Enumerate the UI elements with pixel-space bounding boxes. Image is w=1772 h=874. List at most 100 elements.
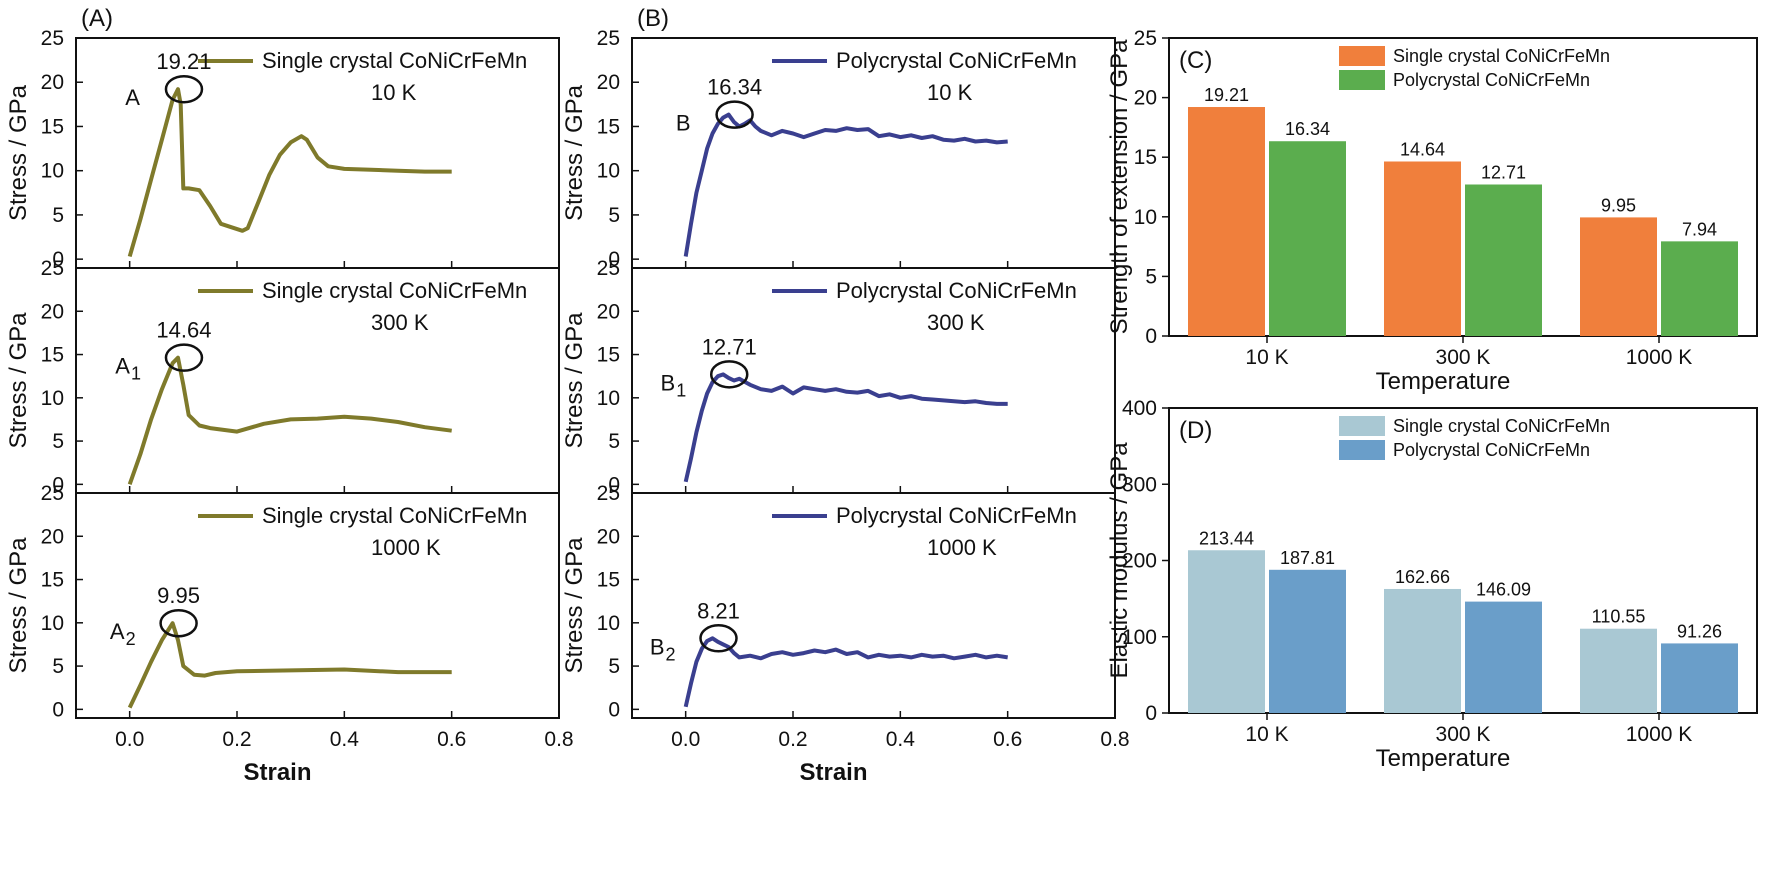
bar xyxy=(1269,141,1346,336)
y-axis-title: Stress / GPa xyxy=(561,537,588,674)
y-tick-label: 25 xyxy=(41,482,64,505)
legend-swatch xyxy=(1339,416,1385,436)
bar xyxy=(1384,161,1461,336)
plot-frame xyxy=(75,492,560,719)
bar-value-label: 91.26 xyxy=(1677,621,1722,641)
x-tick-label: 0.2 xyxy=(222,728,251,751)
bar-value-label: 9.95 xyxy=(1601,195,1636,215)
x-axis-title: Temperature xyxy=(1376,745,1511,772)
x-tick-label: 1000 K xyxy=(1626,723,1693,746)
legend-label: Single crystal CoNiCrFeMn xyxy=(1393,46,1610,66)
series-line xyxy=(127,87,452,258)
series-line xyxy=(127,621,452,709)
y-tick-label: 10 xyxy=(41,387,64,410)
y-tick-label: 0 xyxy=(608,698,620,721)
bar xyxy=(1580,628,1657,713)
x-tick-label: 0.6 xyxy=(437,728,466,751)
panel-a-10k: 0 5 10 15 20 25 Stress / GPa Single crystal CoN… xyxy=(5,5,560,271)
y-tick-label: 200 xyxy=(1122,550,1157,573)
peak-value: 12.71 xyxy=(702,334,757,359)
legend-swatch xyxy=(1339,46,1385,66)
x-tick-label: 0.6 xyxy=(993,728,1022,751)
point-subscript: 1 xyxy=(676,380,686,400)
bar-value-label: 7.94 xyxy=(1682,219,1717,239)
y-axis-title: Stress / GPa xyxy=(5,84,32,221)
x-tick-label: 0.8 xyxy=(1100,728,1129,751)
x-tick-label: 300 K xyxy=(1436,346,1491,369)
condition-label: 1000 K xyxy=(927,535,997,560)
point-label: B xyxy=(676,111,691,136)
bar xyxy=(1188,107,1265,336)
bar-value-label: 19.21 xyxy=(1204,85,1249,105)
panel-a-1000k: 0 5 10 15 20 25 0.0 0.2 0.4 0.6 0.8 Stress / GPa Str… xyxy=(5,482,574,786)
legend-label: Single crystal CoNiCrFeMn xyxy=(262,48,527,73)
y-tick-label: 10 xyxy=(597,160,620,183)
y-tick-label: 5 xyxy=(52,204,64,227)
bar xyxy=(1661,643,1738,713)
y-tick-label: 25 xyxy=(597,27,620,50)
y-tick-label: 20 xyxy=(597,300,620,323)
y-tick-label: 20 xyxy=(1134,87,1157,110)
point-label: B xyxy=(650,634,665,659)
y-tick-label: 15 xyxy=(597,115,620,138)
point-subscript: 2 xyxy=(126,629,136,649)
panel-label: (A) xyxy=(81,5,113,32)
y-tick-label: 0 xyxy=(1145,702,1157,725)
x-tick-label: 0.4 xyxy=(330,728,360,751)
bar-value-label: 146.09 xyxy=(1476,580,1531,600)
series-line xyxy=(683,372,1008,483)
peak-circle xyxy=(164,74,204,104)
condition-label: 300 K xyxy=(927,310,985,335)
condition-label: 10 K xyxy=(927,80,973,105)
bar-value-label: 110.55 xyxy=(1592,607,1646,627)
y-tick-label: 10 xyxy=(597,387,620,410)
point-label: B xyxy=(661,370,676,395)
series-line xyxy=(683,636,1009,708)
panel-d: 0 100 200 300 400 10 K 213.44 187.81 300 K 162.66… xyxy=(1106,397,1758,772)
y-axis-title: Elastic modulus / GPa xyxy=(1106,442,1133,679)
series-line xyxy=(127,355,452,485)
bar xyxy=(1580,217,1657,336)
y-axis-title: Strength of extension / GPa xyxy=(1106,39,1133,334)
bar-value-label: 14.64 xyxy=(1400,139,1445,159)
point-subscript: 2 xyxy=(666,644,676,664)
plot-frame xyxy=(631,492,1116,719)
y-tick-label: 0 xyxy=(52,473,64,496)
panel-a-300k: 0 5 10 15 20 25 Stress / GPa Single crystal CoN… xyxy=(5,257,560,496)
y-tick-label: 5 xyxy=(52,430,64,453)
y-tick-label: 25 xyxy=(597,482,620,505)
y-tick-label: 0 xyxy=(608,473,620,496)
y-tick-label: 25 xyxy=(1134,27,1157,50)
panel-label: (D) xyxy=(1179,417,1212,444)
peak-value: 9.95 xyxy=(157,583,200,608)
x-tick-label: 0.4 xyxy=(886,728,916,751)
legend-label: Single crystal CoNiCrFeMn xyxy=(262,278,527,303)
y-tick-label: 15 xyxy=(41,344,64,367)
x-tick-label: 10 K xyxy=(1245,346,1288,369)
bar xyxy=(1269,569,1346,713)
legend-label: Polycrystal CoNiCrFeMn xyxy=(836,278,1077,303)
legend-label: Polycrystal CoNiCrFeMn xyxy=(836,503,1077,528)
legend-label: Polycrystal CoNiCrFeMn xyxy=(836,48,1077,73)
legend-label: Single crystal CoNiCrFeMn xyxy=(1393,416,1610,436)
y-tick-label: 100 xyxy=(1122,626,1157,649)
bar xyxy=(1465,601,1542,713)
y-tick-label: 0 xyxy=(608,248,620,271)
peak-circle xyxy=(709,360,749,389)
legend-label: Single crystal CoNiCrFeMn xyxy=(262,503,527,528)
y-tick-label: 15 xyxy=(1134,146,1157,169)
x-tick-label: 0.0 xyxy=(115,728,144,751)
y-tick-label: 10 xyxy=(41,612,64,635)
x-axis-title: Strain xyxy=(243,759,311,786)
y-tick-label: 400 xyxy=(1122,397,1157,420)
bar xyxy=(1384,588,1461,713)
legend-label: Polycrystal CoNiCrFeMn xyxy=(1393,440,1590,460)
condition-label: 1000 K xyxy=(371,535,441,560)
y-tick-label: 5 xyxy=(52,655,64,678)
y-tick-label: 5 xyxy=(1145,265,1157,288)
panel-b-1000k: 0 5 10 15 20 25 0.0 0.2 0.4 0.6 0.8 Stress / GPa Str… xyxy=(561,482,1130,786)
y-tick-label: 5 xyxy=(608,204,620,227)
x-tick-label: 0.2 xyxy=(778,728,807,751)
peak-circle xyxy=(164,343,204,372)
